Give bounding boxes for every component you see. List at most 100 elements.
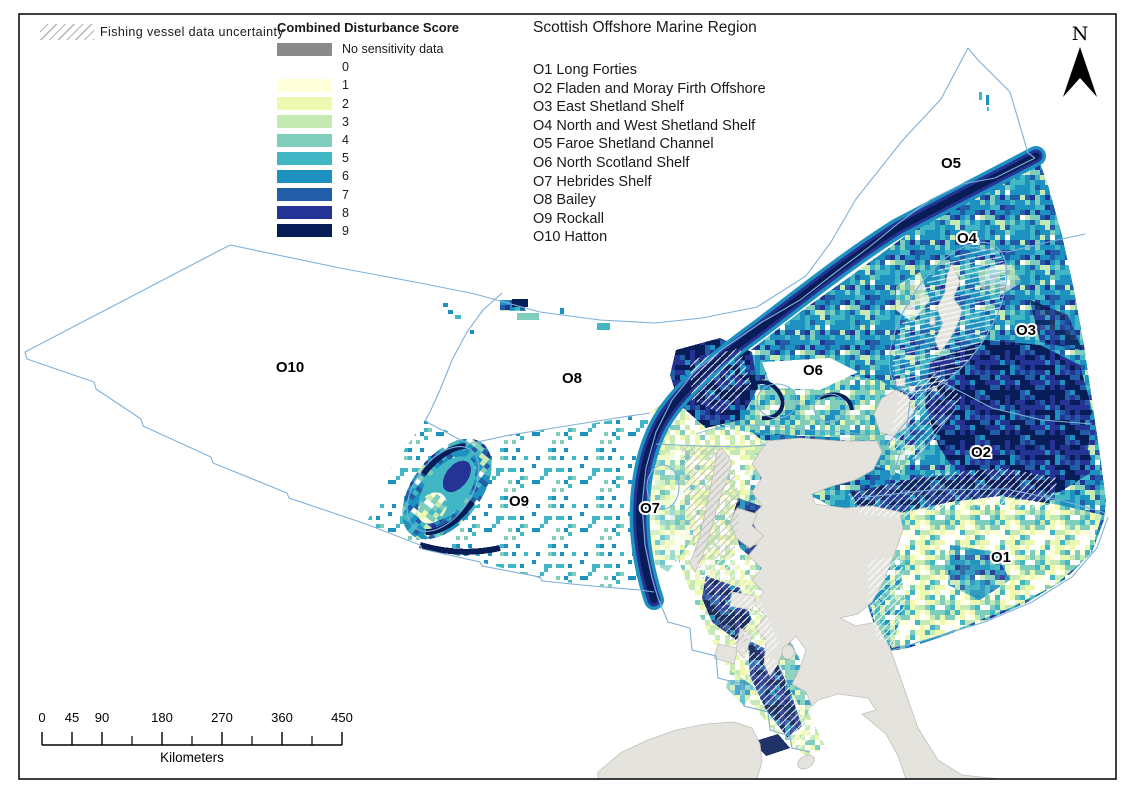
rockall-navy-tail: [419, 542, 501, 555]
legend-swatch: [277, 78, 332, 92]
uncertainty-hatch-layer: [682, 246, 1058, 750]
legend-row-class-6: 6: [277, 167, 443, 185]
legend-class-rows: No sensitivity data 0 1 2 3 4 5 6 7 8 9: [277, 40, 443, 240]
legend-class-label: 2: [342, 96, 349, 111]
legend-swatch: [277, 151, 332, 165]
legend-row-class-5: 5: [277, 149, 443, 167]
scotland-england-landmass: [744, 437, 1001, 780]
map-label-O8: O8: [562, 370, 582, 387]
legend-swatch: [277, 97, 332, 111]
map-label-O9: O9: [509, 493, 529, 510]
boundary-o3-o2: [941, 381, 1093, 425]
legend-row-class-8: 8: [277, 204, 443, 222]
boundary-o6-o2: [889, 401, 911, 481]
field-east-shetland-dark: [1030, 300, 1082, 350]
boundary-o7-southwest-steps: [657, 597, 811, 753]
boundary-shelf-thread: [641, 157, 1036, 599]
legend-swatch: [277, 188, 332, 202]
continental-slope-band: [629, 146, 1046, 610]
legend-row-class-7: 7: [277, 186, 443, 204]
map-label-O10: O10: [276, 359, 304, 376]
legend-class-label: 8: [342, 205, 349, 220]
scale-bar: 0 45 90 180 270 360 450 Kilometers: [38, 710, 353, 765]
legend-title: Combined Disturbance Score: [277, 20, 460, 35]
legend-class-label: 9: [342, 223, 349, 238]
boundary-o1-southeast: [892, 516, 1109, 651]
page-title: Scottish Offshore Marine Region: [533, 19, 757, 36]
map-label-O3: O3: [1016, 322, 1036, 339]
scale-bar-tick-label: 450: [331, 710, 353, 725]
map-label-O1: O1: [991, 549, 1011, 566]
legend-class-label: 6: [342, 169, 349, 184]
boundary-mpa-circle-1: [756, 383, 798, 419]
hatch-fair-isle-gap: [888, 372, 962, 462]
legend-row-class-9: 9: [277, 222, 443, 240]
boundary-o4-o3: [967, 233, 1086, 253]
region-list-item: O2 Fladen and Moray Firth Offshore: [533, 80, 766, 97]
faroe-channel-dashes: [979, 92, 989, 111]
scale-bar-ticks: 0 45 90 180 270 360 450: [38, 710, 353, 745]
region-list-item: O8 Bailey: [533, 192, 596, 209]
region-list-item: O10 Hatton: [533, 229, 608, 246]
north-arrow-glyph: [1063, 47, 1097, 97]
uncertainty-label: Fishing vessel data uncertainty: [100, 25, 285, 39]
rockall-bank-bullseye: [402, 438, 492, 540]
field-o1-blue-blob: [948, 545, 1010, 600]
scale-bar-unit-label: Kilometers: [160, 750, 224, 765]
field-o6-white-gap: [762, 358, 858, 390]
legend-row-class-2: 2: [277, 95, 443, 113]
region-list-item: O5 Faroe Shetland Channel: [533, 136, 714, 153]
scale-bar-tick-label: 90: [95, 710, 109, 725]
region-list-item: O9 Rockall: [533, 210, 604, 227]
legend-class-label: 0: [342, 60, 349, 75]
scale-bar-tick-label: 360: [271, 710, 293, 725]
legend-swatch: [277, 115, 332, 129]
region-name-list: O1 Long Forties O2 Fladen and Moray Firth…: [533, 61, 913, 247]
scale-bar-tick-label: 180: [151, 710, 173, 725]
legend-swatch: [277, 169, 332, 183]
field-north-channel-teal: [726, 670, 756, 706]
map-label-O7: O7: [640, 500, 660, 517]
map-label-O6: O6: [803, 362, 823, 379]
legend-swatch: [277, 224, 332, 238]
legend-class-label: 3: [342, 114, 349, 129]
boundary-o10-outline: [24, 244, 367, 525]
hatch-moray-band: [848, 468, 1058, 518]
boundary-o6-o7: [655, 443, 767, 448]
hatch-argyll: [742, 648, 816, 750]
legend-row-class-3: 3: [277, 113, 443, 131]
north-coast-navy-swirls: [740, 380, 854, 421]
region-list-item: O3 East Shetland Shelf: [533, 99, 684, 116]
field-fladen-dark-mass: [925, 340, 1095, 498]
isle-of-man: [797, 754, 815, 770]
hatch-east-coast-strip: [868, 556, 906, 645]
boundary-coastal-limit: [695, 424, 869, 437]
boundary-o9-south-steps: [365, 523, 655, 593]
scale-bar-tick-label: 270: [211, 710, 233, 725]
boundary-fair-isle-tube: [885, 395, 957, 463]
legend-class-label: 7: [342, 187, 349, 202]
boundary-mpa-circle-3: [646, 464, 680, 510]
region-boundaries: [24, 47, 1109, 753]
legend-swatch: [277, 42, 332, 56]
boundary-o5-east: [967, 47, 1036, 159]
scale-bar-tick-label: 0: [38, 710, 45, 725]
legend-class-label: No sensitivity data: [342, 42, 444, 57]
map-frame-border: [18, 13, 1117, 780]
boundary-o10-o8-divider: [424, 292, 503, 422]
hatch-nw-approaches: [690, 348, 752, 414]
legend-swatch: [277, 60, 332, 74]
map-label-O5: O5: [941, 155, 961, 172]
legend-row-class-1: 1: [277, 76, 443, 94]
region-list-item: O4 North and West Shetland Shelf: [533, 117, 756, 134]
legend-swatch: [277, 133, 332, 147]
legend-row-no-data: No sensitivity data: [277, 40, 443, 58]
boundary-o2-o1: [857, 488, 1107, 514]
title-block: Scottish Offshore Marine Region O1 Long …: [533, 19, 913, 247]
region-label-layer: O1 O2 O3 O4 O5 O6 O7 O8 O9 O10: [274, 153, 1038, 568]
boundary-north-line: [229, 47, 969, 324]
region-list-item: O1 Long Forties: [533, 62, 637, 78]
legend-class-label: 4: [342, 133, 349, 148]
